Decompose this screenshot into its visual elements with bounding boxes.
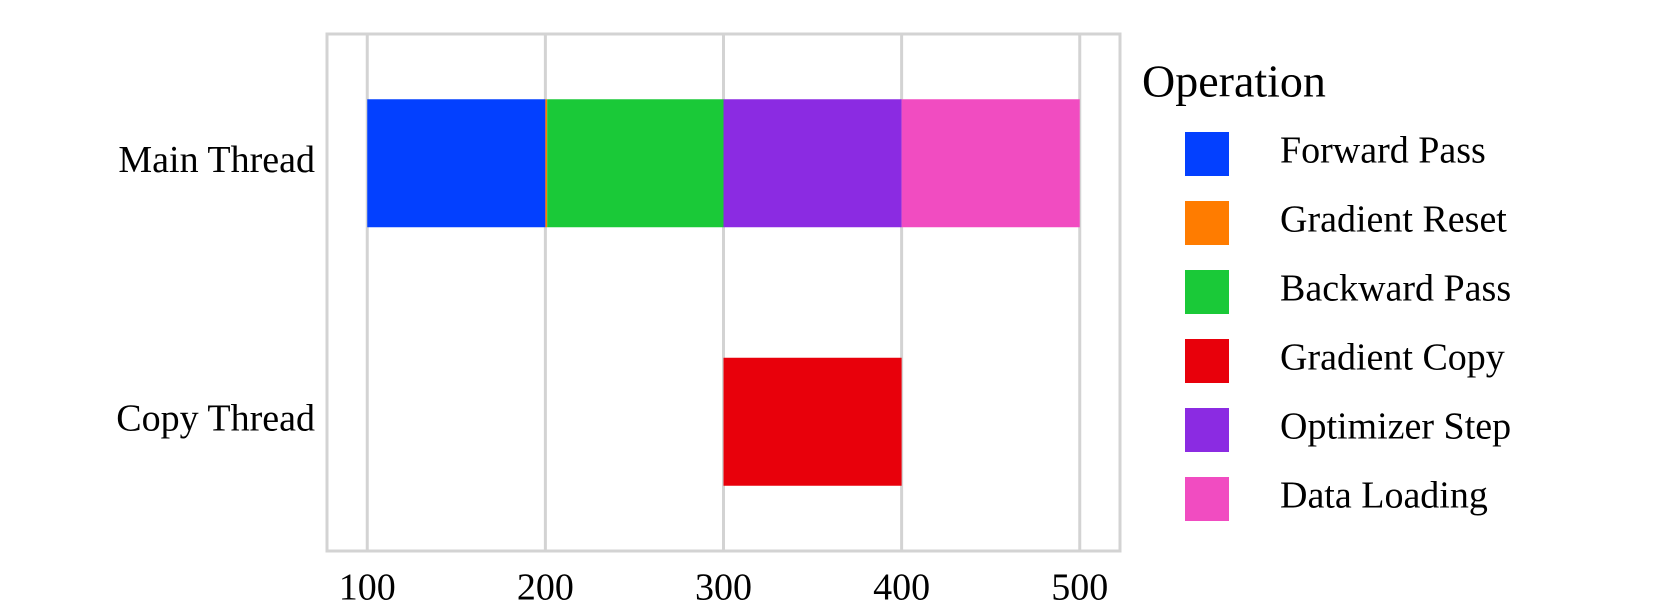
plot-frame <box>325 32 1122 553</box>
x-tick-label: 200 <box>517 567 574 609</box>
legend-swatch <box>1185 201 1229 245</box>
legend-swatch <box>1185 408 1229 452</box>
bar-segment <box>901 99 1080 228</box>
legend-swatch <box>1185 132 1229 176</box>
legend-label: Backward Pass <box>1280 268 1511 310</box>
legend-swatch <box>1185 270 1229 314</box>
x-tick-label: 100 <box>339 567 396 609</box>
legend-label: Gradient Copy <box>1280 337 1505 379</box>
legend-label: Data Loading <box>1280 475 1488 517</box>
legend-swatch <box>1185 477 1229 521</box>
y-tick-label: Copy Thread <box>116 397 315 439</box>
bar-segment <box>545 99 548 228</box>
bar-segment <box>723 99 902 228</box>
legend-label: Forward Pass <box>1280 130 1486 172</box>
y-tick-label: Main Thread <box>118 139 315 181</box>
legend-label: Optimizer Step <box>1280 406 1511 448</box>
x-tick-label: 300 <box>695 567 752 609</box>
bar-segment <box>723 357 902 486</box>
legend-swatch <box>1185 339 1229 383</box>
x-tick-label: 400 <box>873 567 930 609</box>
legend-label: Gradient Reset <box>1280 199 1507 241</box>
bar-segment <box>367 99 546 228</box>
legend-title: Operation <box>1142 56 1326 107</box>
x-tick-label: 500 <box>1051 567 1108 609</box>
bar-segment <box>547 99 724 228</box>
